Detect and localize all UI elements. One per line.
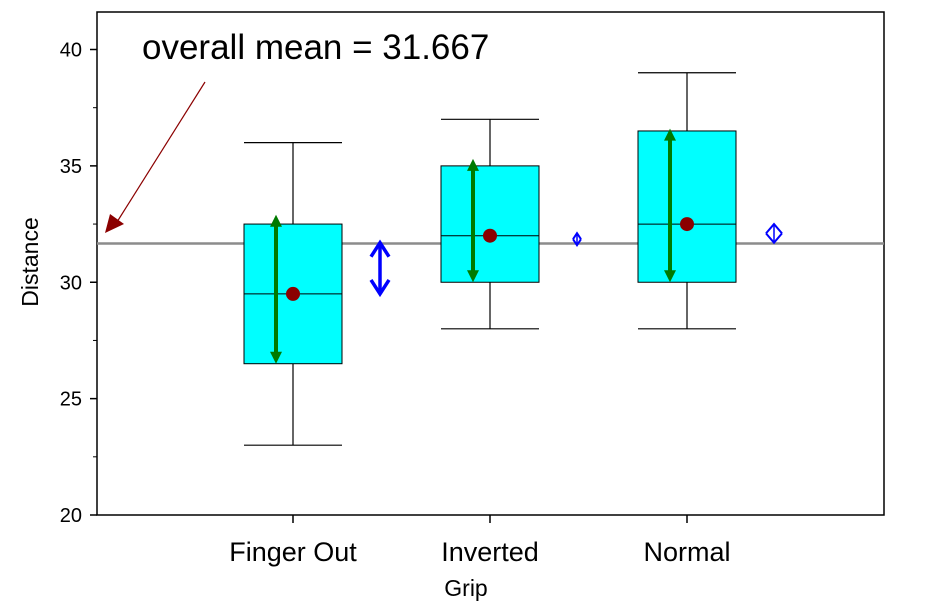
- mean-point: [483, 228, 497, 243]
- mean-point: [680, 217, 694, 232]
- sd-arrow-head-down: [270, 351, 282, 364]
- iqr-box: [440, 165, 540, 283]
- x-tick-label: Finger Out: [229, 537, 357, 567]
- sd-arrow-head-down: [664, 270, 676, 283]
- y-tick-label: 35: [60, 156, 82, 178]
- y-tick-label: 25: [60, 389, 82, 411]
- box-normal: [637, 72, 783, 330]
- effect-arrow-head-up: [765, 222, 783, 235]
- box-finger-out: [243, 142, 391, 446]
- effect-arrow-head-up: [572, 231, 582, 240]
- y-axis: 20 25 30 35 40: [60, 40, 97, 527]
- sd-arrow-head-up: [467, 158, 479, 171]
- annotation-arrow-head: [105, 214, 124, 233]
- x-tick-label: Inverted: [441, 537, 539, 567]
- y-tick-label: 30: [60, 272, 82, 294]
- effect-arrow-head-down: [369, 278, 391, 298]
- y-tick-label: 20: [60, 505, 82, 527]
- sd-arrow-head-down: [467, 270, 479, 283]
- mean-point: [286, 286, 300, 301]
- annotation-arrow: [116, 81, 206, 223]
- box-inverted: [440, 118, 582, 330]
- x-axis: Finger Out Inverted Normal: [229, 515, 731, 567]
- x-axis-title: Grip: [444, 575, 487, 601]
- x-tick-label: Normal: [643, 537, 730, 567]
- iqr-box: [637, 130, 737, 283]
- y-tick-label: 40: [60, 40, 82, 62]
- effect-arrow-head-down: [572, 238, 582, 247]
- effect-arrow-head-up: [369, 239, 391, 258]
- overall-mean-annotation: overall mean = 31.667: [142, 28, 489, 67]
- y-axis-title: Distance: [17, 217, 43, 306]
- sd-arrow-head-up: [270, 214, 282, 227]
- effect-arrow-head-down: [765, 232, 783, 245]
- boxes-group: [243, 72, 783, 446]
- sd-arrow-head-up: [664, 128, 676, 141]
